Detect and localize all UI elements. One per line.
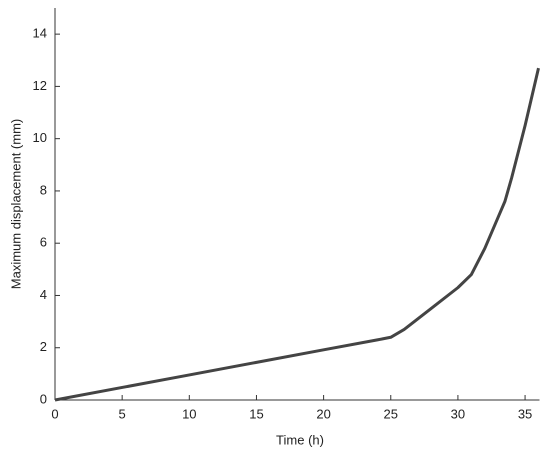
y-tick-label: 4: [40, 287, 47, 302]
x-tick-label: 35: [518, 406, 532, 421]
x-tick-label: 5: [119, 406, 126, 421]
data-line: [54, 67, 540, 402]
y-tick-label: 2: [40, 339, 47, 354]
y-tick-label: 6: [40, 235, 47, 250]
x-tick-label: 15: [249, 406, 263, 421]
y-axis-label: Maximum displacement (mm): [8, 119, 23, 289]
y-tick-label: 12: [33, 78, 47, 93]
y-tick-label: 0: [40, 391, 47, 406]
x-tick-label: 25: [384, 406, 398, 421]
x-tick-label: 20: [316, 406, 330, 421]
x-tick-label: 0: [51, 406, 58, 421]
y-tick-label: 14: [33, 26, 47, 41]
x-tick-label: 30: [451, 406, 465, 421]
x-axis-label: Time (h): [276, 432, 324, 447]
y-tick-label: 8: [40, 182, 47, 197]
x-tick-label: 10: [182, 406, 196, 421]
y-tick-label: 10: [33, 130, 47, 145]
